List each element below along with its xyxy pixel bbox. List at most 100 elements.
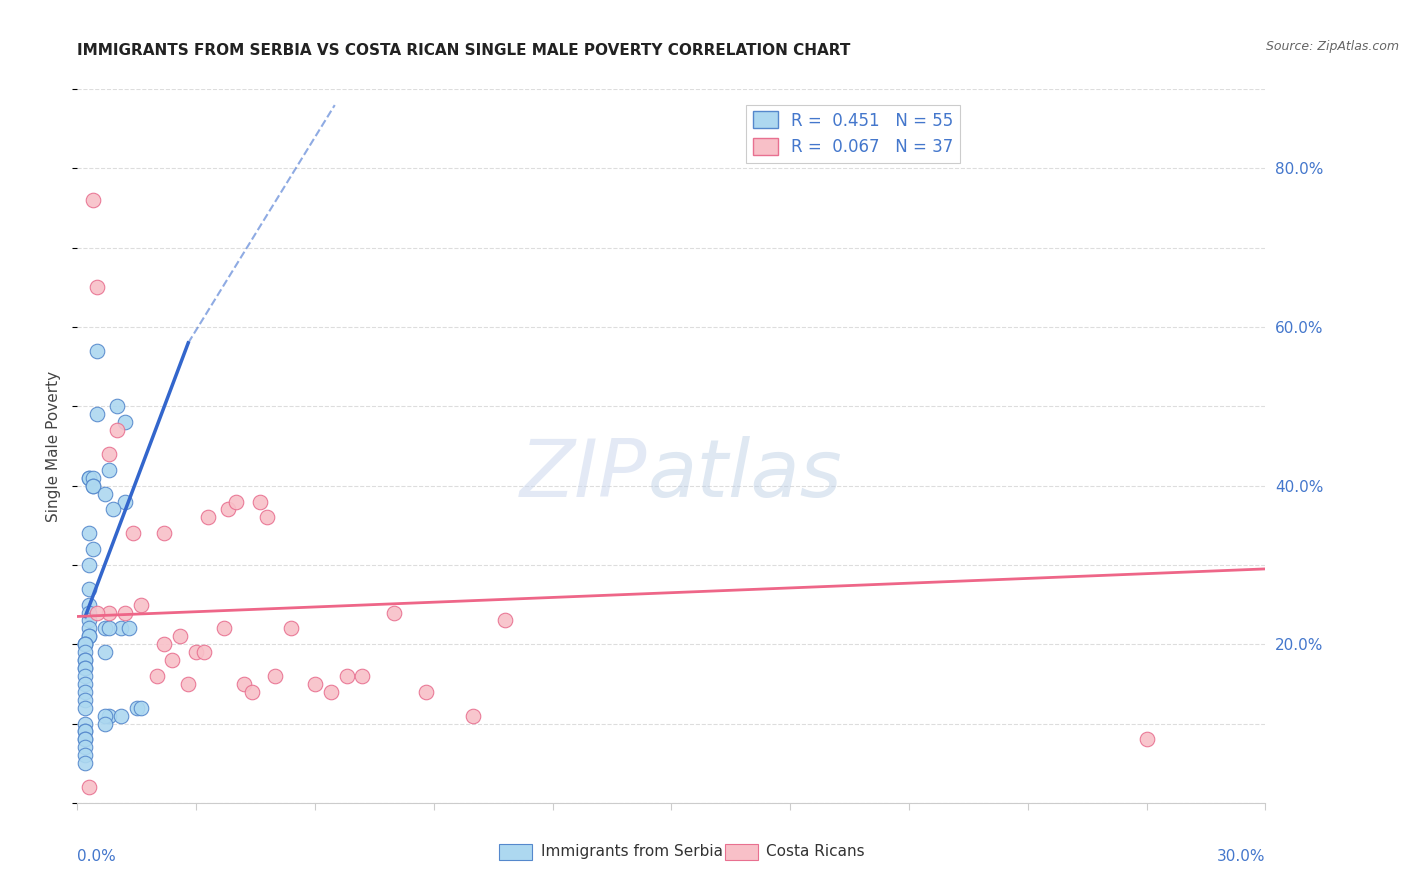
Point <box>118 621 141 635</box>
Point <box>75 724 97 739</box>
Point <box>75 637 97 651</box>
Text: 0.0%: 0.0% <box>77 849 117 864</box>
Point <box>77 606 100 620</box>
Point <box>75 661 97 675</box>
Point <box>110 621 132 635</box>
Point <box>98 708 121 723</box>
Point <box>129 700 152 714</box>
Point <box>75 653 97 667</box>
Point <box>121 526 143 541</box>
Point <box>77 621 100 635</box>
Point <box>75 685 97 699</box>
FancyBboxPatch shape <box>499 844 533 860</box>
Point <box>197 510 219 524</box>
Point <box>75 740 97 755</box>
Point <box>145 669 167 683</box>
Point <box>249 494 271 508</box>
Point <box>75 645 97 659</box>
Point <box>256 510 278 524</box>
Point <box>86 606 108 620</box>
Point <box>77 629 100 643</box>
Legend: R =  0.451   N = 55, R =  0.067   N = 37: R = 0.451 N = 55, R = 0.067 N = 37 <box>747 104 960 162</box>
Point <box>77 558 100 572</box>
Point <box>77 471 100 485</box>
Point <box>82 478 104 492</box>
Point <box>153 637 176 651</box>
Point <box>82 193 104 207</box>
Point <box>153 526 176 541</box>
Text: IMMIGRANTS FROM SERBIA VS COSTA RICAN SINGLE MALE POVERTY CORRELATION CHART: IMMIGRANTS FROM SERBIA VS COSTA RICAN SI… <box>77 43 851 58</box>
Point <box>129 598 152 612</box>
Point <box>217 502 239 516</box>
Point <box>98 621 121 635</box>
Point <box>94 645 117 659</box>
Point <box>82 478 104 492</box>
Point <box>75 732 97 747</box>
Point <box>75 700 97 714</box>
Y-axis label: Single Male Poverty: Single Male Poverty <box>46 370 62 522</box>
Point <box>264 669 287 683</box>
Point <box>98 606 121 620</box>
Point <box>319 685 342 699</box>
Point <box>94 708 117 723</box>
Point <box>75 692 97 706</box>
Point <box>352 669 374 683</box>
Point <box>1136 732 1159 747</box>
Point <box>77 629 100 643</box>
Text: 30.0%: 30.0% <box>1218 849 1265 864</box>
Point <box>94 716 117 731</box>
Point <box>77 471 100 485</box>
Point <box>169 629 191 643</box>
Point <box>463 708 485 723</box>
Text: Costa Ricans: Costa Ricans <box>766 844 865 859</box>
Text: ZIP: ZIP <box>520 435 648 514</box>
Point <box>114 606 136 620</box>
Point <box>75 716 97 731</box>
Point <box>280 621 302 635</box>
Point <box>98 447 121 461</box>
Point <box>177 677 200 691</box>
Point <box>77 598 100 612</box>
Point <box>86 343 108 358</box>
Point <box>186 645 208 659</box>
Point <box>232 677 254 691</box>
Point <box>125 700 148 714</box>
Point <box>75 732 97 747</box>
Point <box>75 724 97 739</box>
Point <box>110 708 132 723</box>
Point <box>162 653 184 667</box>
Point <box>193 645 215 659</box>
Point <box>336 669 359 683</box>
Point <box>82 471 104 485</box>
Point <box>415 685 437 699</box>
Point <box>494 614 516 628</box>
Point <box>75 748 97 763</box>
Point <box>86 280 108 294</box>
Point <box>75 637 97 651</box>
Point <box>240 685 263 699</box>
Point <box>105 400 128 414</box>
Point <box>75 653 97 667</box>
Point <box>225 494 247 508</box>
Point <box>98 463 121 477</box>
Point <box>114 494 136 508</box>
Point <box>77 582 100 596</box>
Point <box>304 677 326 691</box>
Point <box>94 486 117 500</box>
Point <box>86 407 108 421</box>
Point <box>77 614 100 628</box>
Point <box>75 637 97 651</box>
Point <box>75 756 97 771</box>
Point <box>101 502 124 516</box>
Point <box>75 677 97 691</box>
Point <box>114 415 136 429</box>
Point <box>75 661 97 675</box>
Point <box>77 780 100 794</box>
Text: atlas: atlas <box>648 435 842 514</box>
FancyBboxPatch shape <box>725 844 758 860</box>
Point <box>212 621 235 635</box>
Point <box>382 606 405 620</box>
Text: Immigrants from Serbia: Immigrants from Serbia <box>541 844 723 859</box>
Point <box>94 621 117 635</box>
Text: Source: ZipAtlas.com: Source: ZipAtlas.com <box>1265 40 1399 54</box>
